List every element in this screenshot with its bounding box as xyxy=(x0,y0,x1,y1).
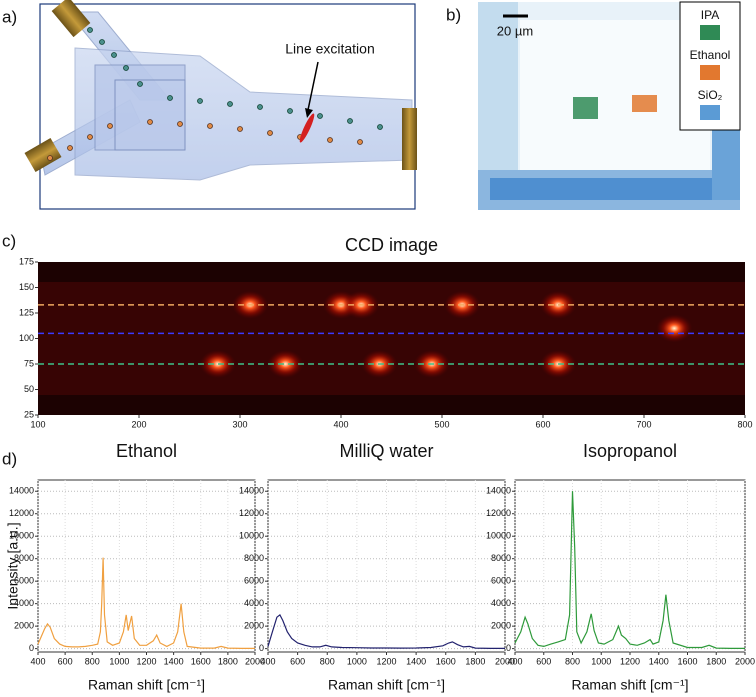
y-tick-label: 2000 xyxy=(491,621,511,631)
x-tick-label: 1000 xyxy=(591,656,611,666)
x-tick-label: 1200 xyxy=(620,656,640,666)
spectrum-line xyxy=(267,613,505,649)
y-tick-label: 12000 xyxy=(9,508,34,518)
y-tick-label: 150 xyxy=(19,282,34,292)
x-tick-label: 800 xyxy=(85,656,100,666)
y-tick-label: 25 xyxy=(24,409,34,419)
x-tick-label: 400 xyxy=(260,656,275,666)
x-tick-label: 1400 xyxy=(406,656,426,666)
y-tick-label: 4000 xyxy=(244,598,264,608)
y-tick-label: 100 xyxy=(19,333,34,343)
x-tick-label: 400 xyxy=(333,419,348,429)
x-tick-label: 600 xyxy=(535,419,550,429)
x-tick-label: 2000 xyxy=(735,656,755,666)
x-tick-label: 700 xyxy=(636,419,651,429)
x-tick-label: 600 xyxy=(536,656,551,666)
x-tick-label: 1000 xyxy=(347,656,367,666)
y-tick-label: 2000 xyxy=(244,621,264,631)
x-tick-label: 1400 xyxy=(649,656,669,666)
x-tick-label: 1600 xyxy=(677,656,697,666)
x-axis-label: Raman shift [cm⁻¹] xyxy=(328,677,445,693)
y-tick-label: 4000 xyxy=(14,598,34,608)
x-tick-label: 400 xyxy=(507,656,522,666)
x-tick-label: 600 xyxy=(58,656,73,666)
chart-title: MilliQ water xyxy=(339,441,433,461)
y-tick-label: 6000 xyxy=(491,576,511,586)
y-tick-label: 10000 xyxy=(239,531,264,541)
legend-label: Ethanol xyxy=(690,48,731,62)
legend-swatch xyxy=(700,105,720,120)
annotation: Line excitation xyxy=(285,41,375,57)
legend-label: SiO₂ xyxy=(698,88,723,102)
spot xyxy=(199,350,236,378)
y-tick-label: 10000 xyxy=(486,531,511,541)
x-tick-label: 400 xyxy=(30,656,45,666)
chart-title: Isopropanol xyxy=(583,441,677,461)
x-tick-label: 200 xyxy=(131,419,146,429)
y-tick-label: 8000 xyxy=(244,553,264,563)
spot xyxy=(267,350,304,378)
x-tick-label: 800 xyxy=(565,656,580,666)
y-tick-label: 6000 xyxy=(244,576,264,586)
y-tick-label: 4000 xyxy=(491,598,511,608)
legend-label: IPA xyxy=(701,8,719,22)
y-tick-label: 10000 xyxy=(9,531,34,541)
y-tick-label: 0 xyxy=(506,643,511,653)
panel-label: b) xyxy=(446,5,461,24)
y-tick-label: 14000 xyxy=(9,486,34,496)
x-tick-label: 300 xyxy=(232,419,247,429)
x-tick-label: 2000 xyxy=(495,656,515,666)
y-axis-label: Intensity [a.u.] xyxy=(5,522,21,609)
chart-title: Ethanol xyxy=(116,441,177,461)
y-tick-label: 175 xyxy=(19,256,34,266)
x-tick-label: 1600 xyxy=(436,656,456,666)
chart-title: CCD image xyxy=(345,235,438,255)
panel-label: a) xyxy=(2,7,17,26)
y-tick-label: 50 xyxy=(24,384,34,394)
x-tick-label: 800 xyxy=(320,656,335,666)
y-tick-label: 6000 xyxy=(14,576,34,586)
y-tick-label: 0 xyxy=(259,643,264,653)
y-tick-label: 125 xyxy=(19,307,34,317)
y-tick-label: 12000 xyxy=(239,508,264,518)
scale-bar-label: 20 µm xyxy=(497,23,533,38)
x-tick-label: 2000 xyxy=(245,656,265,666)
x-axis-label: Raman shift [cm⁻¹] xyxy=(88,677,205,693)
y-tick-label: 75 xyxy=(24,358,34,368)
schematic: Line excitation xyxy=(24,0,417,210)
y-tick-label: 2000 xyxy=(14,621,34,631)
spectrum-line xyxy=(37,557,255,649)
x-tick-label: 600 xyxy=(290,656,305,666)
spot xyxy=(656,314,693,343)
spectrum-line xyxy=(514,491,745,649)
glow xyxy=(38,282,745,395)
y-tick-label: 14000 xyxy=(239,486,264,496)
y-tick-label: 12000 xyxy=(486,508,511,518)
x-tick-label: 800 xyxy=(737,419,752,429)
x-tick-label: 1200 xyxy=(136,656,156,666)
x-tick-label: 1800 xyxy=(706,656,726,666)
x-tick-label: 1800 xyxy=(218,656,238,666)
y-tick-label: 14000 xyxy=(486,486,511,496)
legend-swatch xyxy=(700,65,720,80)
x-tick-label: 100 xyxy=(30,419,45,429)
panel-label: c) xyxy=(2,231,16,250)
legend-swatch xyxy=(700,25,720,40)
y-tick-label: 8000 xyxy=(14,553,34,563)
panel-label: d) xyxy=(2,449,17,468)
x-axis-label: Raman shift [cm⁻¹] xyxy=(571,677,688,693)
x-tick-label: 1600 xyxy=(191,656,211,666)
x-tick-label: 1800 xyxy=(465,656,485,666)
y-tick-label: 0 xyxy=(29,643,34,653)
x-tick-label: 500 xyxy=(434,419,449,429)
x-tick-label: 1000 xyxy=(109,656,129,666)
x-tick-label: 1200 xyxy=(376,656,396,666)
y-tick-label: 8000 xyxy=(491,553,511,563)
x-tick-label: 1400 xyxy=(164,656,184,666)
